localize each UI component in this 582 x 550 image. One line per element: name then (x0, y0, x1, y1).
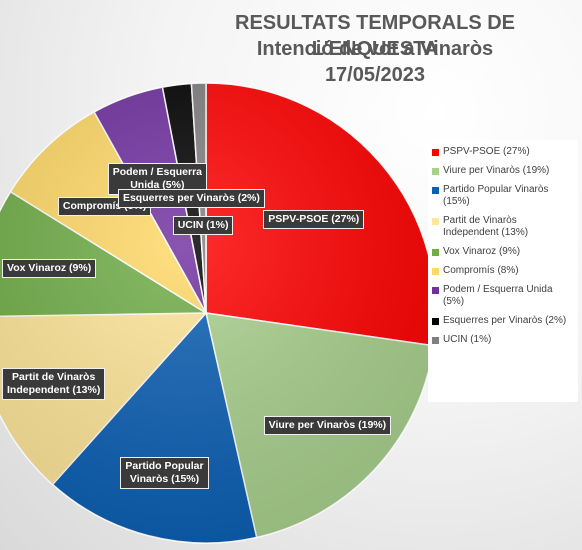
legend-label: PSPV-PSOE (27%) (443, 146, 530, 157)
data-label-partit-de-vinaros-independent: Partit de Vinaròs Independent (13%) (2, 367, 106, 400)
data-label-partido-popular-vinaros: Partido Popular Vinaròs (15%) (120, 457, 209, 490)
data-label-esquerres-per-vinaros: Esquerres per Vinaròs (2%) (117, 189, 265, 209)
legend-label: Vox Vinaroz (9%) (443, 246, 521, 257)
legend: PSPV-PSOE (27%) Viure per Vinaròs (19%) Pa… (428, 140, 578, 402)
legend-item-esquerres-per-vinaros: Esquerres per Vinaròs (2%) (432, 315, 574, 327)
legend-swatch (432, 337, 439, 344)
legend-swatch (432, 149, 439, 156)
legend-swatch (432, 287, 439, 294)
legend-label: Podem / Esquerra Unida (5%) (443, 284, 553, 307)
legend-label: Partido Popular Vinaròs (15%) (443, 184, 549, 207)
data-label-ucin: UCIN (1%) (172, 216, 234, 236)
legend-swatch (432, 168, 439, 175)
legend-item-pspv-psoe: PSPV-PSOE (27%) (432, 146, 574, 158)
legend-swatch (432, 218, 439, 225)
legend-label: UCIN (1%) (443, 334, 492, 345)
chart-title: RESULTATS TEMPORALS DE L'ENQUESTA (235, 12, 515, 60)
data-label-viure-per-vinaros: Viure per Vinaròs (19%) (263, 415, 392, 435)
legend-swatch (432, 268, 439, 275)
legend-item-partit-de-vinaros-independent: Partit de Vinaròs Independent (13%) (432, 215, 574, 239)
data-label-vox-vinaroz: Vox Vinaroz (9%) (2, 259, 97, 279)
legend-swatch (432, 187, 439, 194)
legend-swatch (432, 318, 439, 325)
legend-label: Compromís (8%) (443, 265, 519, 276)
legend-item-vox-vinaroz: Vox Vinaroz (9%) (432, 246, 574, 258)
data-label-pspv-psoe: PSPV-PSOE (27%) (263, 210, 365, 230)
legend-item-ucin: UCIN (1%) (432, 334, 574, 346)
chart-date: 17/05/2023 (324, 64, 426, 86)
chart-subtitle: Intenció de vot a Vinaròs (256, 38, 494, 60)
legend-swatch (432, 249, 439, 256)
legend-item-compromis: Compromís (8%) (432, 265, 574, 277)
legend-label: Esquerres per Vinaròs (2%) (443, 315, 567, 326)
legend-item-viure-per-vinaros: Viure per Vinaròs (19%) (432, 165, 574, 177)
legend-label: Partit de Vinaròs Independent (13%) (443, 215, 529, 238)
legend-item-partido-popular-vinaros: Partido Popular Vinaròs (15%) (432, 184, 574, 208)
legend-label: Viure per Vinaròs (19%) (443, 165, 550, 176)
legend-item-podem-esquerra-unida: Podem / Esquerra Unida (5%) (432, 284, 574, 308)
